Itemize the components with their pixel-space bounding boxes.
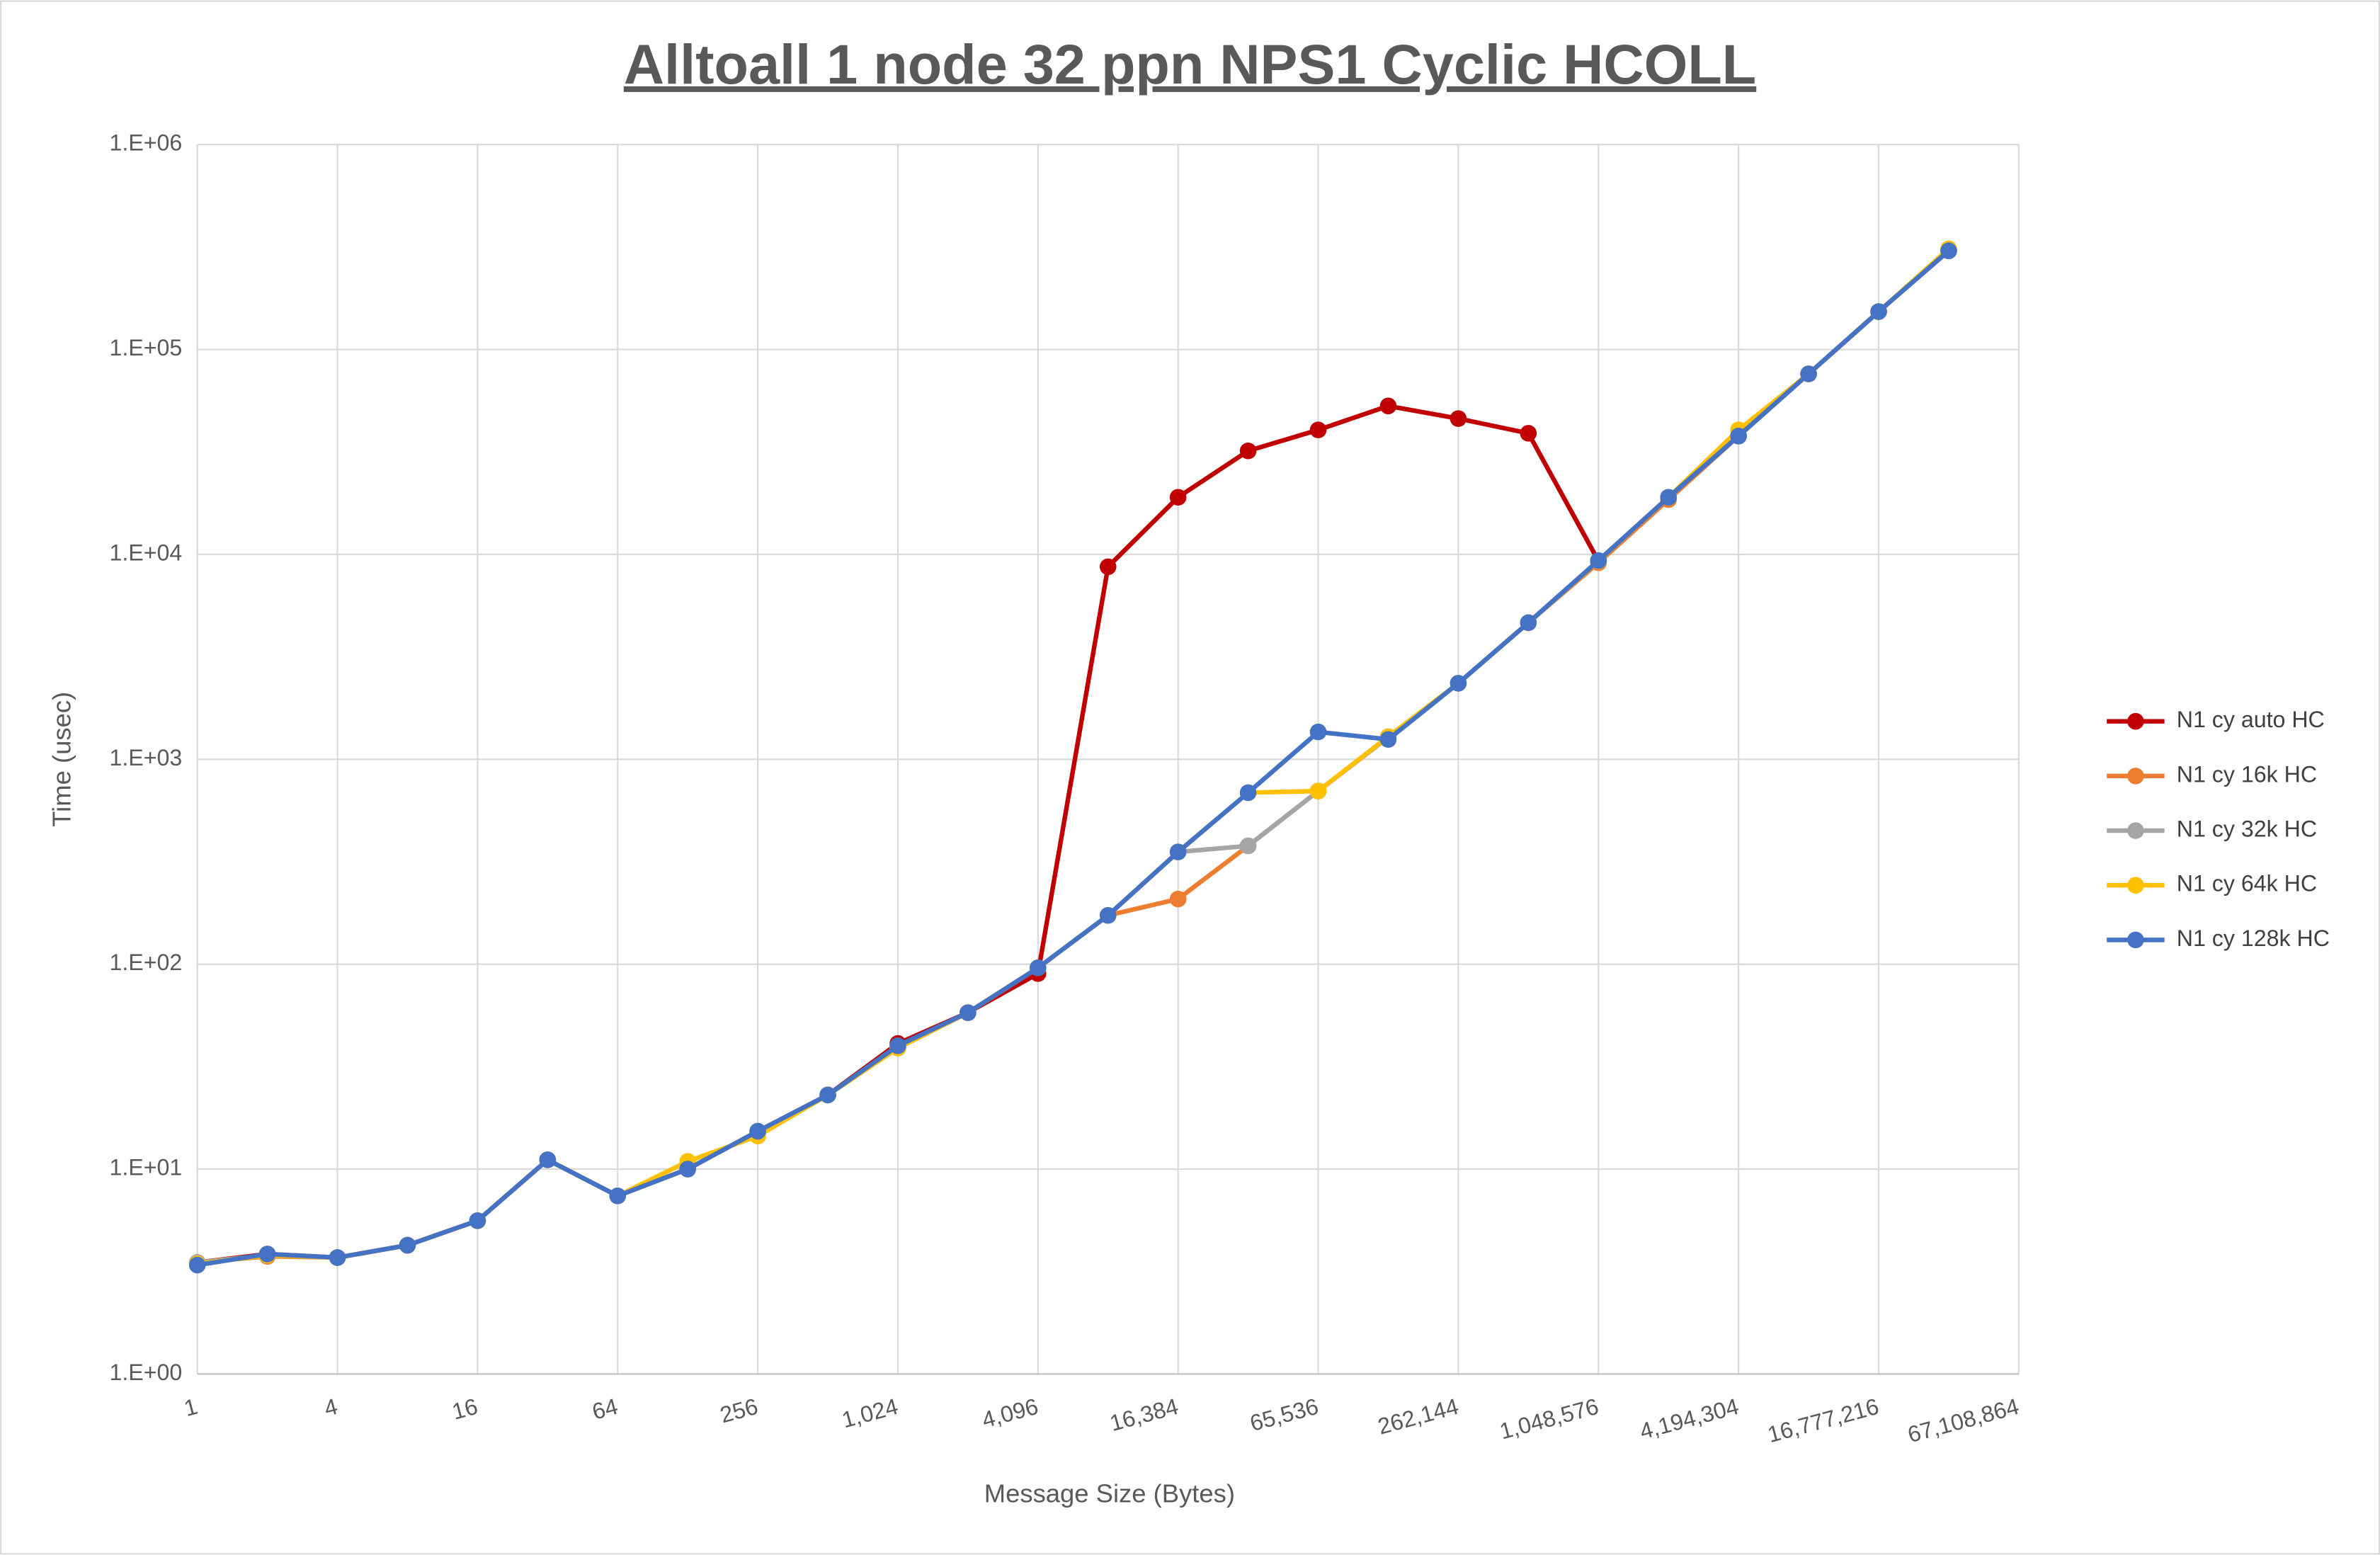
data-point: [1379, 731, 1397, 748]
legend-label: N1 cy auto HC: [2177, 707, 2325, 732]
data-point: [1239, 442, 1257, 460]
data-point: [1239, 837, 1257, 855]
data-point: [1800, 365, 1817, 382]
legend-marker: [2127, 822, 2144, 839]
x-tick-label: 16: [450, 1394, 481, 1425]
y-tick-label: 1.E+04: [109, 540, 182, 565]
data-point: [1660, 489, 1677, 506]
data-point: [1450, 410, 1467, 427]
legend-marker: [2127, 931, 2144, 949]
data-point: [679, 1161, 696, 1178]
data-point: [960, 1004, 977, 1021]
data-point: [329, 1249, 346, 1266]
legend: N1 cy auto HC N1 cy 16k HC N1 cy 32k HC N1 …: [2107, 707, 2330, 951]
y-tick-label: 1.E+01: [109, 1155, 182, 1180]
data-point: [1169, 489, 1187, 506]
legend-label: N1 cy 128k HC: [2177, 925, 2330, 951]
data-point: [258, 1246, 276, 1263]
data-point: [188, 1256, 206, 1274]
data-point: [1870, 303, 1887, 320]
y-tick-label: 1.E+03: [109, 745, 182, 770]
data-point: [819, 1086, 836, 1104]
y-tick-label: 1.E+05: [109, 335, 182, 360]
data-point: [539, 1151, 557, 1168]
data-point: [1169, 890, 1187, 908]
data-point: [1169, 843, 1187, 860]
data-point: [1099, 906, 1117, 924]
data-point: [1590, 552, 1607, 569]
data-point: [1379, 397, 1397, 415]
series-line: [197, 249, 1951, 1268]
legend-label: N1 cy 16k HC: [2177, 761, 2317, 787]
data-point: [1030, 959, 1047, 976]
data-point: [1520, 425, 1537, 442]
data-point: [469, 1212, 486, 1229]
data-point: [1099, 558, 1117, 576]
data-point: [609, 1187, 627, 1204]
data-point: [1450, 675, 1467, 692]
data-point: [749, 1122, 766, 1140]
legend-marker: [2127, 877, 2144, 894]
data-point: [399, 1236, 416, 1254]
data-point: [1940, 242, 1957, 260]
y-tick-label: 1.E+06: [109, 130, 182, 156]
legend-label: N1 cy 64k HC: [2177, 871, 2317, 896]
y-tick-label: 1.E+02: [109, 950, 182, 975]
legend-marker: [2127, 768, 2144, 785]
x-axis-title: Message Size (Bytes): [984, 1479, 1235, 1508]
data-point: [889, 1037, 906, 1054]
data-point: [1309, 421, 1327, 438]
grid: [196, 144, 2020, 1375]
legend-label: N1 cy 32k HC: [2177, 816, 2317, 842]
data-point: [1239, 784, 1257, 802]
data-point: [1520, 614, 1537, 632]
legend-marker: [2127, 712, 2144, 730]
data-point: [1309, 782, 1327, 799]
y-axis-title: Time (usec): [47, 692, 76, 827]
y-tick-label: 1.E+00: [109, 1360, 182, 1385]
data-point: [1309, 723, 1327, 741]
data-point: [1730, 428, 1747, 445]
chart-title: Alltoall 1 node 32 ppn NPS1 Cyclic HCOLL: [624, 33, 1756, 96]
plot-area: [188, 240, 1957, 1274]
x-tick-label: 64: [589, 1394, 620, 1425]
